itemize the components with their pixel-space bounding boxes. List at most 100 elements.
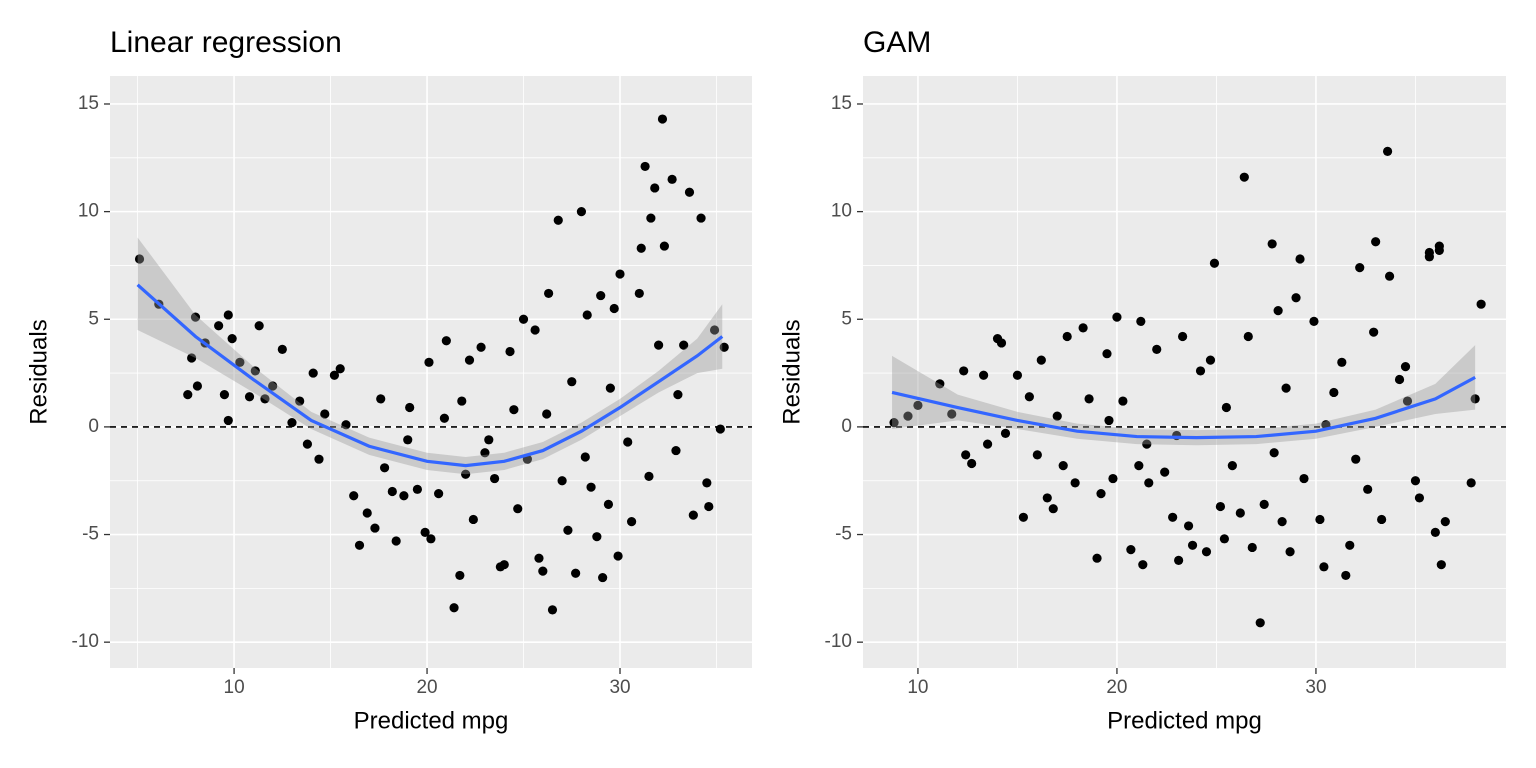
point [439,413,450,423]
point [1410,476,1421,486]
point [1215,501,1226,512]
point [1255,618,1265,628]
smooth-line [891,375,1476,440]
point [609,303,619,314]
point [1285,547,1295,557]
point [335,364,345,374]
point [709,325,720,335]
point [1219,534,1230,544]
point [1281,383,1291,393]
point [719,342,729,352]
point [468,514,478,525]
point [1295,254,1305,264]
point [1201,547,1212,557]
point [636,243,646,253]
point [376,394,386,404]
point [1267,239,1277,249]
point [903,411,913,421]
point [967,458,977,469]
point [592,532,602,542]
point [1084,394,1094,404]
point [1032,450,1042,460]
point [538,566,548,576]
point [1430,527,1440,537]
point [509,405,519,415]
point [1309,316,1319,327]
point [1337,357,1347,367]
point [553,215,563,225]
point [354,540,365,550]
panel-background [110,76,752,668]
point [1096,489,1106,499]
point [982,439,993,449]
point [688,510,698,520]
point [190,312,201,322]
point [449,603,459,613]
point [441,336,451,346]
x-tick-label: 30 [609,677,630,698]
point [1227,461,1237,471]
point [715,424,725,434]
point [1402,396,1413,406]
point [1134,461,1144,471]
point [1018,512,1029,522]
point [978,370,989,380]
point [1221,402,1231,413]
point [1160,467,1170,477]
point [379,463,390,473]
point [1000,428,1011,438]
y-tick-label: -10 [825,631,852,652]
point [187,353,197,363]
point [640,161,650,172]
point [1024,392,1034,402]
point [219,390,230,400]
point [1329,387,1339,398]
point [1078,323,1088,333]
point [671,445,681,456]
point [1436,560,1446,570]
point [889,417,899,428]
point [1243,331,1253,342]
point [434,489,444,499]
point [1259,499,1269,509]
point [1012,370,1023,380]
point [1273,306,1283,316]
point [1466,478,1476,488]
point [1195,366,1206,376]
y-tick-label: 15 [78,93,99,114]
point [244,392,255,402]
point [227,334,237,344]
point [1142,439,1152,449]
point [1377,514,1387,525]
point [391,536,401,546]
point [530,325,540,335]
point [295,396,305,406]
point [667,174,677,184]
point [1470,394,1480,404]
point [623,437,633,447]
point [557,476,567,486]
point [1178,331,1188,342]
point [329,370,340,380]
point [499,560,509,570]
point [1277,517,1287,527]
point [961,450,971,460]
point [704,501,714,512]
point [935,379,945,389]
point [134,254,145,264]
x-tick-label: 20 [416,677,437,698]
point [250,366,260,376]
point [489,473,500,484]
point [235,357,245,367]
point [1126,545,1136,555]
point [1371,237,1381,247]
y-axis-title: Residuals [25,319,52,424]
point [1092,553,1102,563]
point [563,525,573,535]
point [1070,478,1080,488]
y-tick-label: 5 [841,308,852,329]
y-tick-label: 0 [88,416,99,437]
point [542,409,552,419]
point [1400,362,1411,372]
x-tick-label: 10 [224,677,245,698]
